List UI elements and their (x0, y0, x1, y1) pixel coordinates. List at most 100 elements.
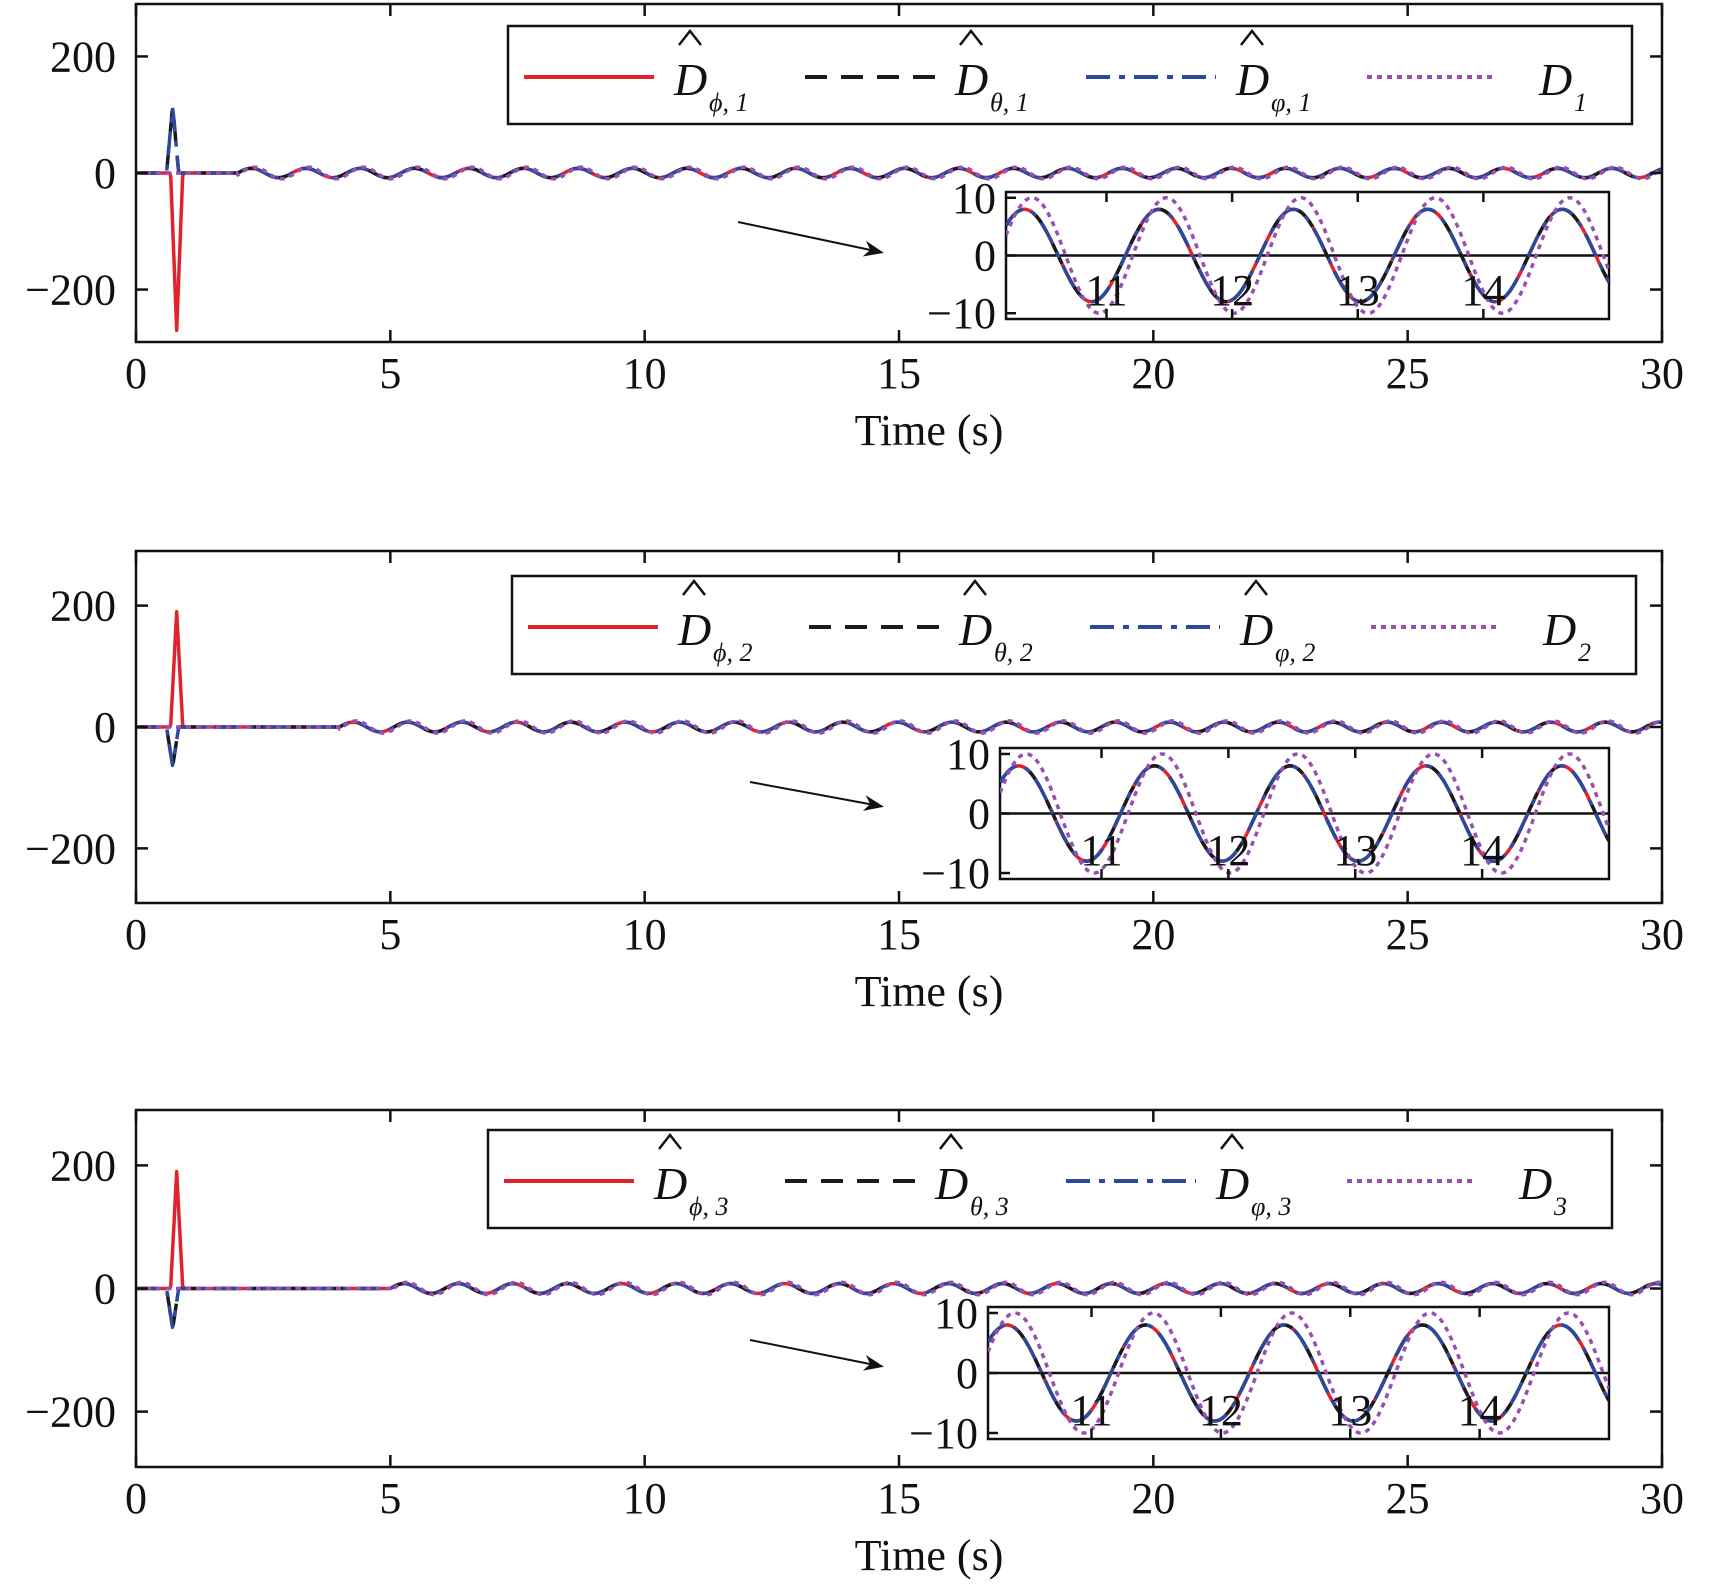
inset-series (1000, 752, 1609, 875)
inset: 11 12 13 14 −10 0 10 (909, 1289, 1611, 1458)
inset-x-tick-label: 13 (1333, 826, 1377, 875)
legend-label-3: D (1239, 604, 1273, 655)
x-tick-label: 20 (1131, 349, 1175, 398)
inset-series-line-3 (988, 1323, 1609, 1423)
x-tick-label: 30 (1640, 1474, 1684, 1523)
legend-hat-2 (939, 1132, 963, 1150)
x-axis-label: Time (s) (855, 967, 1004, 1016)
x-tick-label: 5 (379, 1474, 401, 1523)
legend-label-1: D (677, 604, 711, 655)
x-tick-label: 15 (877, 910, 921, 959)
x-axis-label: Time (s) (855, 406, 1004, 455)
legend-subscript-2: θ, 2 (994, 638, 1033, 667)
x-tick-label: 10 (623, 349, 667, 398)
x-tick-label: 5 (379, 349, 401, 398)
legend-hat-1 (678, 28, 702, 46)
legend-label-2: D (958, 604, 992, 655)
inset-x-tick-label: 11 (1085, 266, 1127, 315)
series-line-4 (136, 719, 1662, 735)
legend-subscript-3: φ, 3 (1251, 1192, 1291, 1221)
y-tick-label: 0 (94, 149, 116, 198)
series-group (136, 1169, 1662, 1330)
inset-y-tick-label: 10 (934, 1289, 978, 1338)
inset-y-tick-label: 0 (968, 790, 990, 839)
inset-y-tick-label: 10 (952, 174, 996, 223)
legend-subscript-4: 1 (1574, 88, 1587, 117)
legend-label-3: D (1235, 54, 1269, 105)
inset-series-line-4 (1000, 752, 1609, 875)
legend-label-2: D (954, 54, 988, 105)
inset-y-tick-label: 0 (956, 1349, 978, 1398)
legend-subscript-4: 2 (1578, 638, 1591, 667)
inset-x-tick-label: 14 (1458, 1386, 1502, 1435)
x-axis-label: Time (s) (855, 1531, 1004, 1580)
inset-series-line-3 (1000, 764, 1609, 863)
inset-y-tick-label: 10 (946, 730, 990, 779)
legend-subscript-3: φ, 2 (1275, 638, 1315, 667)
series-line-3 (136, 720, 1662, 768)
inset-x-tick-label: 13 (1328, 1386, 1372, 1435)
x-tick-label: 0 (125, 349, 147, 398)
legend-hat-2 (963, 578, 987, 596)
series-group (136, 106, 1662, 333)
x-tick-label: 25 (1386, 910, 1430, 959)
y-tick-label: 200 (50, 1141, 116, 1190)
legend-label-1: D (653, 1158, 687, 1209)
legend-subscript-1: ϕ, 3 (689, 1192, 728, 1221)
legend-box (506, 24, 1634, 126)
x-tick-label: 0 (125, 1474, 147, 1523)
series-line-3 (136, 1281, 1662, 1330)
x-tick-label: 10 (623, 1474, 667, 1523)
legend-label-4: D (1518, 1158, 1552, 1209)
legend-label-2: D (934, 1158, 968, 1209)
x-tick-label: 0 (125, 910, 147, 959)
y-tick-label: 0 (94, 703, 116, 752)
legend-subscript-1: ϕ, 1 (709, 88, 748, 117)
y-tick-label: −200 (25, 824, 116, 873)
inset-y-tick-label: 0 (974, 232, 996, 281)
legend-hat-3 (1244, 578, 1268, 596)
legend-hat-1 (682, 578, 706, 596)
legend-hat-3 (1220, 1132, 1244, 1150)
legend-label-4: D (1538, 54, 1572, 105)
series-line-4 (136, 1280, 1662, 1297)
y-tick-label: −200 (25, 266, 116, 315)
x-tick-label: 20 (1131, 1474, 1175, 1523)
x-tick-label: 15 (877, 349, 921, 398)
zoom-arrow (749, 1339, 884, 1371)
y-tick-label: 200 (50, 32, 116, 81)
legend-hat-1 (658, 1132, 682, 1150)
y-tick-label: 0 (94, 1265, 116, 1314)
inset-x-tick-label: 12 (1206, 826, 1250, 875)
legend-subscript-1: ϕ, 2 (713, 638, 752, 667)
x-tick-label: 20 (1131, 910, 1175, 959)
inset-series-line-3 (1006, 207, 1609, 304)
series-line-3 (136, 106, 1662, 180)
x-tick-label: 10 (623, 910, 667, 959)
inset-x-tick-label: 12 (1210, 266, 1254, 315)
x-tick-label: 25 (1386, 1474, 1430, 1523)
legend-subscript-4: 3 (1553, 1192, 1567, 1221)
legend-box (486, 1128, 1614, 1230)
x-tick-label: 25 (1386, 349, 1430, 398)
legend-subscript-2: θ, 3 (970, 1192, 1009, 1221)
legend-box (510, 574, 1638, 676)
inset-x-tick-label: 12 (1199, 1386, 1243, 1435)
y-tick-label: −200 (25, 1388, 116, 1437)
inset-y-tick-label: −10 (921, 849, 990, 898)
inset-y-tick-label: −10 (927, 289, 996, 338)
x-tick-label: 15 (877, 1474, 921, 1523)
inset: 11 12 13 14 −10 0 10 (927, 174, 1611, 338)
inset-x-tick-label: 11 (1070, 1386, 1112, 1435)
legend-subscript-3: φ, 1 (1271, 88, 1311, 117)
inset: 11 12 13 14 −10 0 10 (921, 730, 1611, 898)
legend-label-3: D (1215, 1158, 1249, 1209)
series-group (136, 609, 1662, 768)
series-line-4 (136, 165, 1662, 181)
x-tick-label: 30 (1640, 910, 1684, 959)
x-tick-label: 30 (1640, 349, 1684, 398)
legend-label-4: D (1542, 604, 1576, 655)
